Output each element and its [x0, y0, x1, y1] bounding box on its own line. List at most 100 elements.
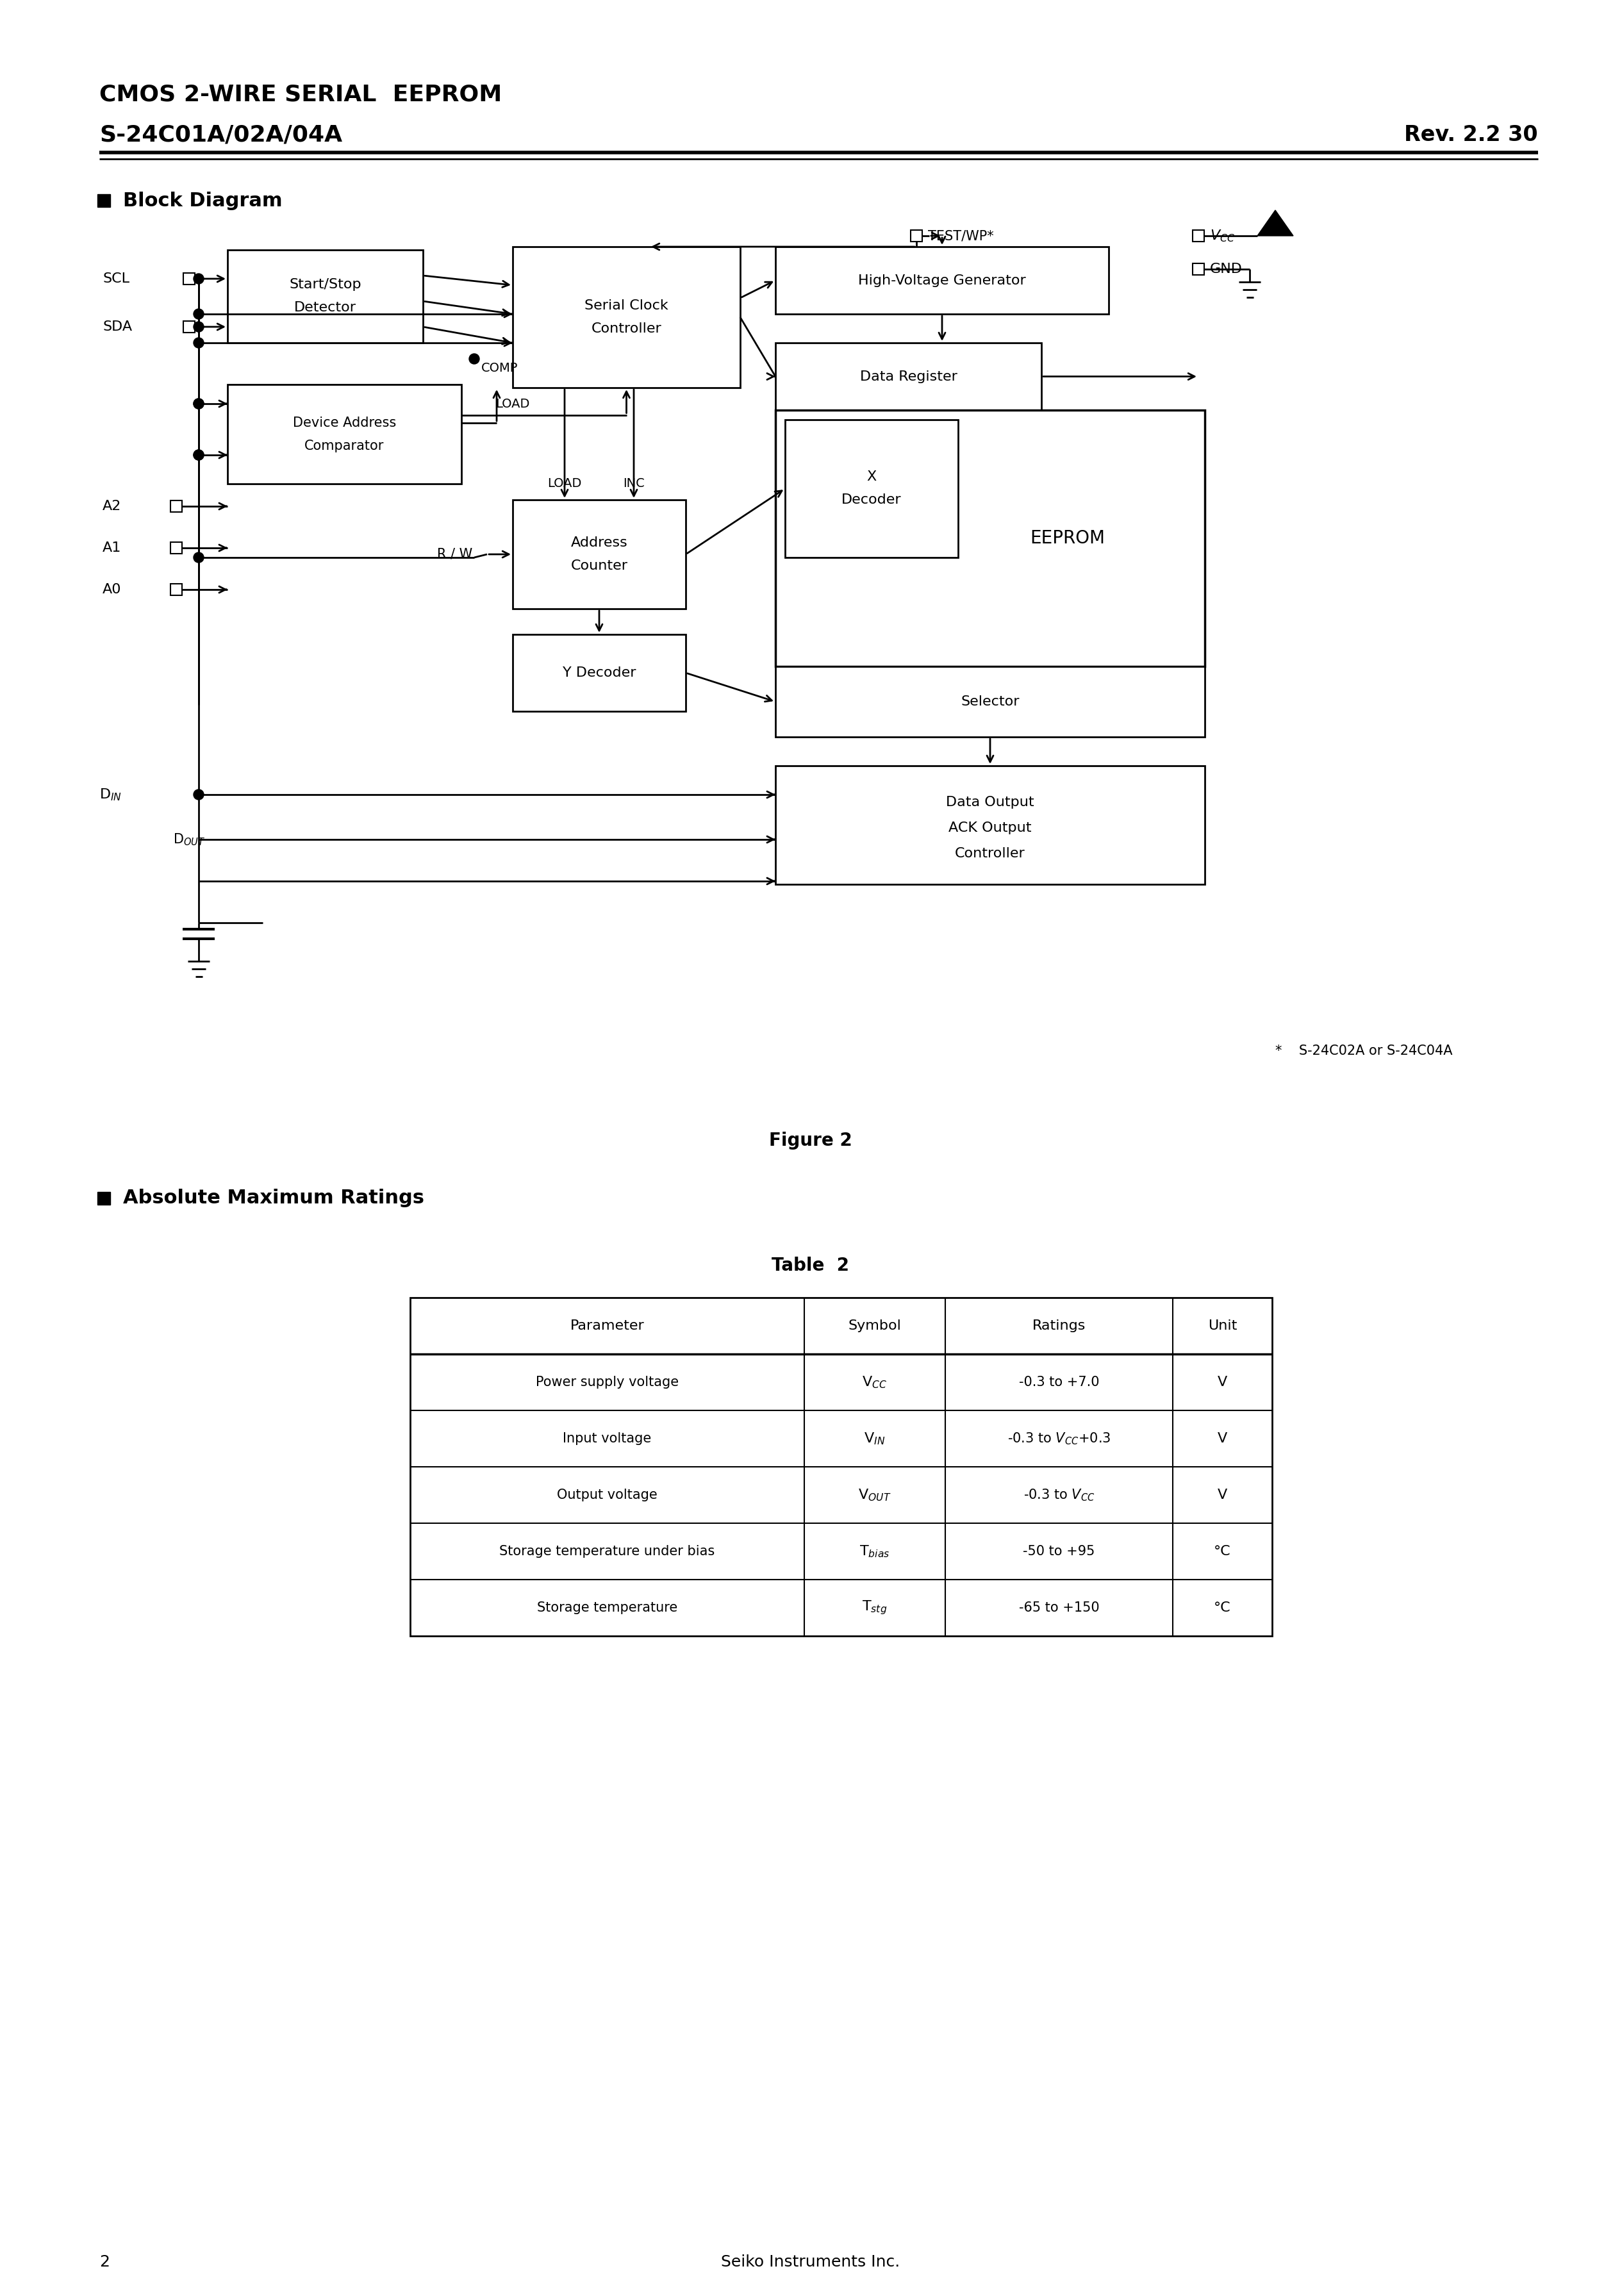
Text: $V_{CC}$: $V_{CC}$ — [1210, 227, 1234, 243]
Text: 2: 2 — [99, 2255, 110, 2271]
Text: A2: A2 — [102, 501, 122, 512]
Bar — [183, 321, 195, 333]
Text: Figure 2: Figure 2 — [769, 1132, 852, 1150]
Text: °C: °C — [1213, 1600, 1231, 1614]
Text: *    S-24C02A or S-24C04A: * S-24C02A or S-24C04A — [1275, 1045, 1452, 1058]
Circle shape — [193, 553, 204, 563]
Text: Absolute Maximum Ratings: Absolute Maximum Ratings — [123, 1189, 425, 1208]
Text: TEST/WP*: TEST/WP* — [928, 230, 994, 241]
Bar — [775, 411, 1205, 666]
Circle shape — [193, 321, 204, 333]
Circle shape — [193, 310, 204, 319]
Text: D$_{IN}$: D$_{IN}$ — [99, 788, 122, 801]
Text: COMP: COMP — [482, 363, 519, 374]
Text: LOAD: LOAD — [548, 478, 582, 489]
Text: A0: A0 — [102, 583, 122, 597]
Text: Data Output: Data Output — [946, 797, 1035, 808]
Text: V: V — [1218, 1375, 1228, 1389]
Text: Data Register: Data Register — [860, 370, 957, 383]
Text: Y Decoder: Y Decoder — [563, 666, 636, 680]
Text: V: V — [1218, 1433, 1228, 1444]
Text: Table  2: Table 2 — [772, 1256, 850, 1274]
Text: Output voltage: Output voltage — [556, 1488, 657, 1502]
Circle shape — [193, 450, 204, 459]
Bar — [97, 1192, 110, 1205]
Text: Counter: Counter — [571, 560, 628, 572]
Text: -50 to +95: -50 to +95 — [1023, 1545, 1095, 1557]
Bar — [170, 542, 182, 553]
Text: Rev. 2.2 30: Rev. 2.2 30 — [1405, 124, 1538, 145]
Text: High-Voltage Generator: High-Voltage Generator — [858, 273, 1027, 287]
Bar — [170, 501, 182, 512]
Text: R / W: R / W — [438, 549, 472, 560]
Text: Ratings: Ratings — [1032, 1320, 1085, 1332]
Text: V$_{IN}$: V$_{IN}$ — [865, 1430, 886, 1446]
Bar — [170, 583, 182, 595]
Bar — [775, 767, 1205, 884]
Text: Address: Address — [571, 537, 628, 549]
Circle shape — [193, 400, 204, 409]
Text: -0.3 to $V_{CC}$+0.3: -0.3 to $V_{CC}$+0.3 — [1007, 1430, 1111, 1446]
Text: X: X — [866, 471, 876, 484]
Circle shape — [193, 450, 204, 459]
Text: EEPROM: EEPROM — [1030, 530, 1105, 546]
Text: Input voltage: Input voltage — [563, 1433, 652, 1444]
Text: V: V — [1218, 1488, 1228, 1502]
Text: Power supply voltage: Power supply voltage — [535, 1375, 678, 1389]
Text: Symbol: Symbol — [848, 1320, 902, 1332]
Bar — [785, 420, 959, 558]
Text: ACK Output: ACK Output — [949, 822, 1032, 836]
Text: -0.3 to $V_{CC}$: -0.3 to $V_{CC}$ — [1023, 1488, 1095, 1502]
Text: Seiko Instruments Inc.: Seiko Instruments Inc. — [722, 2255, 900, 2271]
Text: T$_{bias}$: T$_{bias}$ — [860, 1543, 890, 1559]
Circle shape — [469, 354, 480, 365]
Text: Device Address: Device Address — [294, 416, 396, 429]
Text: GND: GND — [1210, 262, 1242, 276]
Text: °C: °C — [1213, 1545, 1231, 1557]
Text: A1: A1 — [102, 542, 122, 553]
Bar — [97, 195, 110, 207]
Text: V$_{OUT}$: V$_{OUT}$ — [858, 1488, 890, 1502]
Text: Start/Stop: Start/Stop — [289, 278, 362, 292]
Bar — [183, 273, 195, 285]
Circle shape — [193, 790, 204, 799]
Bar — [1192, 264, 1204, 276]
Text: LOAD: LOAD — [496, 397, 530, 409]
Bar — [775, 342, 1041, 411]
Text: Comparator: Comparator — [305, 439, 384, 452]
Bar — [410, 1297, 1272, 1637]
Text: Storage temperature under bias: Storage temperature under bias — [500, 1545, 715, 1557]
Text: T$_{stg}$: T$_{stg}$ — [863, 1600, 887, 1616]
Circle shape — [193, 400, 204, 409]
Circle shape — [193, 273, 204, 285]
Bar — [513, 634, 686, 712]
Text: SCL: SCL — [102, 273, 130, 285]
Text: Block Diagram: Block Diagram — [123, 191, 282, 209]
Text: Controller: Controller — [955, 847, 1025, 861]
Bar — [910, 230, 923, 241]
Text: -65 to +150: -65 to +150 — [1019, 1600, 1100, 1614]
Text: Decoder: Decoder — [842, 494, 902, 507]
Text: Parameter: Parameter — [569, 1320, 644, 1332]
Text: CMOS 2-WIRE SERIAL  EEPROM: CMOS 2-WIRE SERIAL EEPROM — [99, 85, 501, 106]
Text: -0.3 to +7.0: -0.3 to +7.0 — [1019, 1375, 1100, 1389]
Text: Serial Clock: Serial Clock — [584, 298, 668, 312]
Bar — [227, 383, 461, 484]
Text: Selector: Selector — [960, 696, 1020, 707]
Polygon shape — [1257, 211, 1293, 236]
Text: S-24C01A/02A/04A: S-24C01A/02A/04A — [99, 124, 342, 145]
Bar — [227, 250, 423, 342]
Text: Controller: Controller — [592, 321, 662, 335]
Bar — [1192, 230, 1204, 241]
Bar — [513, 246, 740, 388]
Text: Detector: Detector — [294, 301, 357, 315]
Text: Storage temperature: Storage temperature — [537, 1600, 678, 1614]
Text: INC: INC — [623, 478, 644, 489]
Text: SDA: SDA — [102, 321, 131, 333]
Bar — [775, 666, 1205, 737]
Circle shape — [193, 338, 204, 349]
Text: D$_{OUT}$: D$_{OUT}$ — [174, 831, 206, 847]
Bar — [775, 246, 1109, 315]
Text: V$_{CC}$: V$_{CC}$ — [863, 1375, 887, 1389]
Text: Unit: Unit — [1208, 1320, 1238, 1332]
